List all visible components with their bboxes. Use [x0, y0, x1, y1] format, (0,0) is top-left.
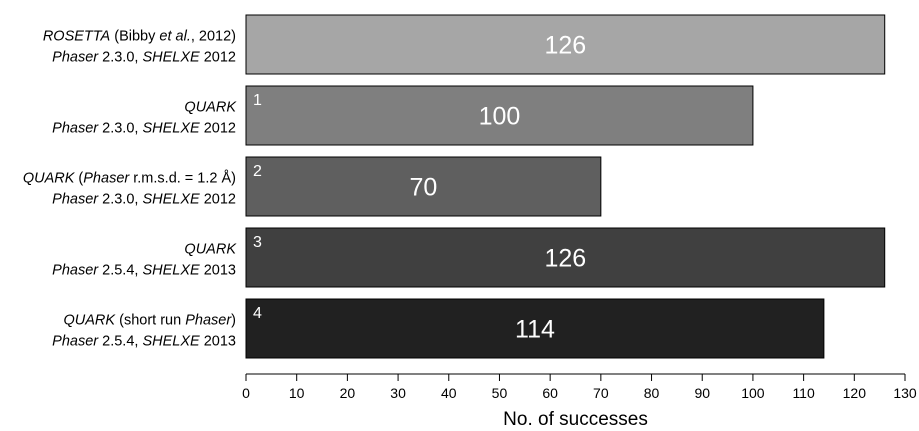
bar-4: [245, 227, 886, 288]
category-labels-layer: ROSETTA (Bibby et al., 2012) Phaser 2.3.0…: [23, 29, 237, 350]
category-label-segment: (short run: [115, 313, 185, 329]
x-tick-label: 90: [694, 385, 710, 401]
category-label-segment: ROSETTA: [43, 29, 110, 45]
category-label-1-line-1: ROSETTA (Bibby et al., 2012): [43, 29, 236, 45]
category-label-segment: SHELXE: [142, 121, 200, 137]
category-label-segment: Phaser: [52, 50, 99, 66]
category-label-2-line-1: QUARK: [184, 100, 237, 116]
x-tick-label: 60: [542, 385, 558, 401]
category-label-segment: QUARK: [184, 242, 237, 258]
x-tick-label: 0: [242, 385, 250, 401]
category-label-segment: 2013: [200, 263, 236, 279]
category-label-segment: 2.5.4,: [98, 263, 142, 279]
category-label-segment: r.m.s.d. = 1.2 Å): [129, 170, 236, 187]
category-label-segment: Phaser: [83, 171, 130, 187]
category-label-3-line-1: QUARK (Phaser r.m.s.d. = 1.2 Å): [23, 170, 236, 187]
x-axis: 0 10 20 30 40 50 60 70 80 90 100 110 120 130: [242, 373, 917, 401]
category-label-segment: 2012: [200, 121, 236, 137]
category-label-segment: 2012: [200, 192, 236, 208]
x-tick-label: 10: [289, 385, 305, 401]
x-tick-label: 100: [741, 385, 765, 401]
category-label-2-line-2: Phaser 2.3.0, SHELXE 2012: [52, 121, 236, 137]
category-label-segment: , 2012): [191, 29, 236, 45]
bar-3: [245, 156, 602, 217]
category-label-segment: et al.: [159, 29, 190, 45]
bar-number-label: 4: [253, 305, 262, 322]
category-label-segment: 2.3.0,: [98, 192, 142, 208]
x-tick-label: 110: [792, 385, 815, 401]
category-label-segment: QUARK: [184, 100, 237, 116]
category-label-segment: ): [231, 313, 236, 329]
x-tick-label: 40: [441, 385, 457, 401]
bar-value-label: 114: [515, 316, 555, 344]
category-label-segment: 2.3.0,: [98, 121, 142, 137]
category-label-4-line-2: Phaser 2.5.4, SHELXE 2013: [52, 263, 236, 279]
category-label-5-line-2: Phaser 2.5.4, SHELXE 2013: [52, 334, 236, 350]
category-label-segment: QUARK: [64, 313, 117, 329]
x-tick-label: 120: [843, 385, 867, 401]
category-label-segment: Phaser: [52, 121, 99, 137]
bar-value-label: 126: [545, 245, 587, 273]
category-label-segment: Phaser: [185, 313, 232, 329]
x-tick-label: 70: [593, 385, 609, 401]
x-tick-label: 130: [893, 385, 917, 401]
category-label-segment: 2.5.4,: [98, 334, 142, 350]
bar-value-label: 70: [410, 174, 438, 202]
x-tick-label: 20: [340, 385, 356, 401]
bar-1: [245, 14, 886, 75]
category-label-segment: SHELXE: [142, 50, 200, 66]
category-label-segment: 2.3.0,: [98, 50, 142, 66]
category-label-segment: 2013: [200, 334, 236, 350]
category-label-segment: Phaser: [52, 263, 99, 279]
x-tick-label: 30: [390, 385, 406, 401]
category-label-segment: SHELXE: [142, 263, 200, 279]
bar-value-label: 100: [479, 103, 521, 131]
category-label-5-line-1: QUARK (short run Phaser): [64, 313, 236, 329]
category-label-segment: Phaser: [52, 192, 99, 208]
category-label-segment: (: [74, 171, 83, 187]
category-label-segment: (Bibby: [110, 29, 159, 45]
bar-number-label: 1: [253, 92, 262, 109]
category-label-segment: SHELXE: [142, 192, 200, 208]
x-tick-label: 80: [644, 385, 660, 401]
x-axis-title: No. of successes: [503, 409, 648, 430]
category-label-segment: QUARK: [23, 171, 76, 187]
category-label-segment: 2012: [200, 50, 236, 66]
bars-layer: 126 100 1 70 2 126 3 114 4: [245, 14, 886, 359]
bar-5: [245, 298, 825, 359]
category-label-segment: Phaser: [52, 334, 99, 350]
category-label-1-line-2: Phaser 2.3.0, SHELXE 2012: [52, 50, 236, 66]
bar-value-label: 126: [545, 32, 587, 60]
x-tick-label: 50: [492, 385, 508, 401]
bar-number-label: 3: [253, 234, 262, 251]
bar-number-label: 2: [253, 163, 262, 180]
category-label-3-line-2: Phaser 2.3.0, SHELXE 2012: [52, 192, 236, 208]
category-label-segment: SHELXE: [142, 334, 200, 350]
bar-2: [245, 85, 754, 146]
category-label-4-line-1: QUARK: [184, 242, 237, 258]
